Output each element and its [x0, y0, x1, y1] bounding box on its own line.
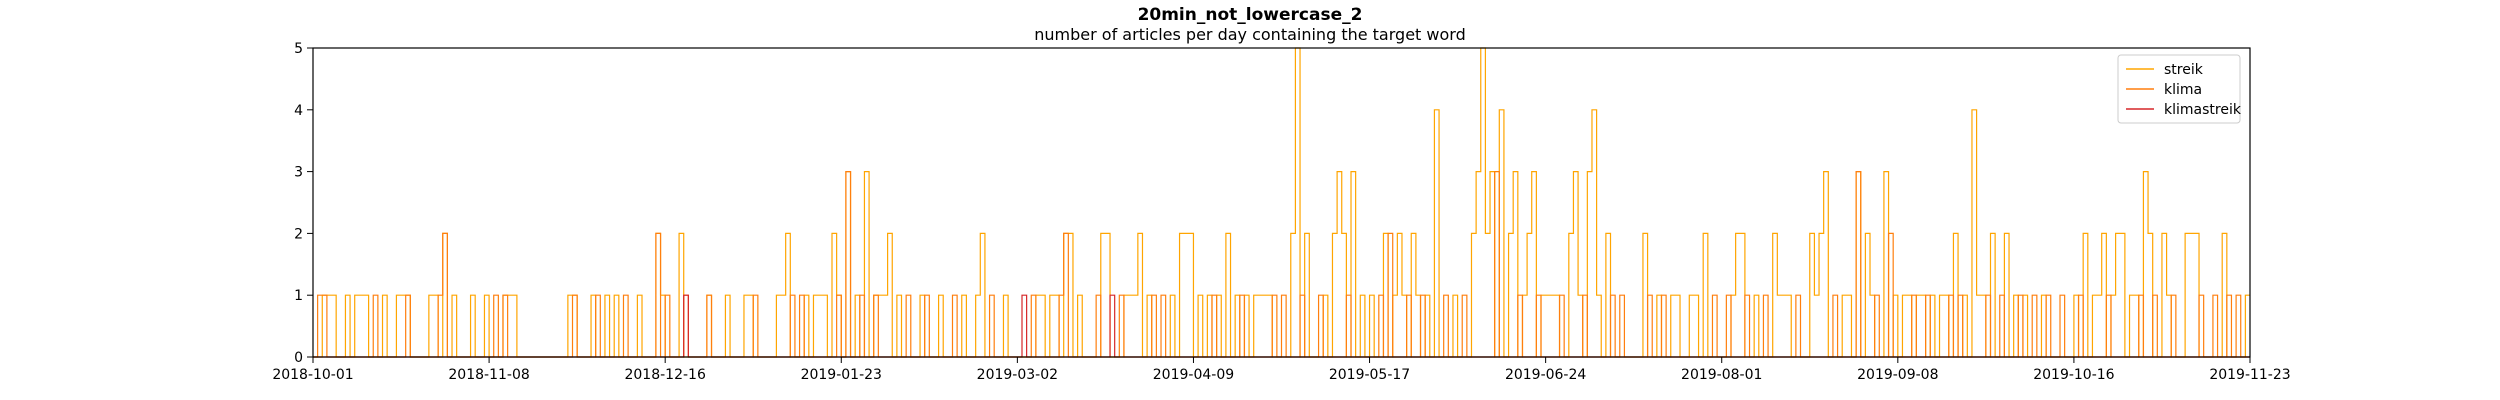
y-axis: 0 1 2 3 4 5 — [294, 41, 313, 366]
x-tick-label: 2019-04-09 — [1153, 367, 1234, 383]
y-tick-label: 0 — [294, 350, 303, 366]
x-tick-label: 2018-12-16 — [624, 367, 705, 383]
series-line-klima — [313, 171, 2250, 358]
x-tick-label: 2019-11-23 — [2209, 367, 2290, 383]
y-tick-label: 2 — [294, 226, 303, 242]
x-axis: 2018-10-01 2018-11-08 2018-12-16 2019-01-23… — [272, 357, 2291, 383]
y-tick-label: 1 — [294, 288, 303, 304]
x-tick-label: 2019-05-17 — [1329, 367, 1410, 383]
legend-label-klima: klima — [2164, 82, 2202, 98]
x-tick-label: 2019-03-02 — [977, 367, 1058, 383]
y-tick-label: 4 — [294, 103, 303, 119]
x-tick-label: 2019-06-24 — [1505, 367, 1586, 383]
x-tick-label: 2019-09-08 — [1857, 367, 1938, 383]
chart-subtitle: number of articles per day containing th… — [1034, 25, 1466, 44]
legend-label-streik: streik — [2164, 62, 2204, 78]
x-tick-label: 2019-08-01 — [1681, 367, 1762, 383]
chart-title: 20min_not_lowercase_2 — [1137, 5, 1363, 25]
y-tick-label: 5 — [294, 41, 303, 57]
legend-box — [2117, 54, 2241, 124]
x-tick-label: 2018-10-01 — [272, 367, 353, 383]
y-tick-label: 3 — [294, 165, 303, 181]
series-layer — [313, 47, 2250, 358]
x-tick-label: 2019-01-23 — [801, 367, 882, 383]
plot-frame — [312, 47, 2251, 358]
legend: streik klima klimastreik — [2117, 54, 2242, 124]
x-tick-label: 2019-10-16 — [2033, 367, 2114, 383]
x-tick-label: 2018-11-08 — [448, 367, 529, 383]
legend-label-klimastreik: klimastreik — [2164, 102, 2242, 118]
